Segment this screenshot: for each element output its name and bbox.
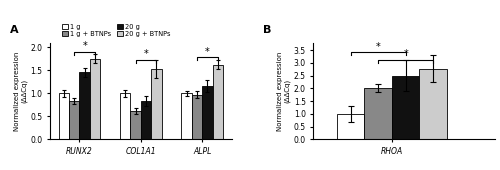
Bar	[151, 69, 162, 139]
Bar	[141, 101, 151, 139]
Bar	[337, 114, 364, 139]
Text: B: B	[262, 25, 271, 35]
Bar	[192, 95, 202, 139]
Bar	[212, 65, 223, 139]
Bar	[90, 59, 101, 139]
Y-axis label: Normalized expression
(ΔΔCq): Normalized expression (ΔΔCq)	[278, 51, 291, 131]
Text: *: *	[376, 42, 380, 52]
Bar	[420, 69, 447, 139]
Bar	[80, 72, 90, 139]
Bar	[202, 86, 212, 139]
Bar	[58, 93, 69, 139]
Bar	[364, 88, 392, 139]
Text: *: *	[404, 49, 408, 59]
Bar	[182, 93, 192, 139]
Text: *: *	[82, 41, 87, 51]
Bar	[130, 111, 141, 139]
Bar	[120, 93, 130, 139]
Legend: 1 g, 1 g + BTNPs, 20 g, 20 g + BTNPs: 1 g, 1 g + BTNPs, 20 g, 20 g + BTNPs	[62, 24, 170, 37]
Y-axis label: Normalized expression
(ΔΔCq): Normalized expression (ΔΔCq)	[14, 51, 28, 131]
Text: A: A	[10, 25, 18, 35]
Text: *: *	[144, 49, 148, 60]
Bar	[69, 101, 80, 139]
Text: *: *	[205, 47, 210, 57]
Bar	[392, 76, 419, 139]
